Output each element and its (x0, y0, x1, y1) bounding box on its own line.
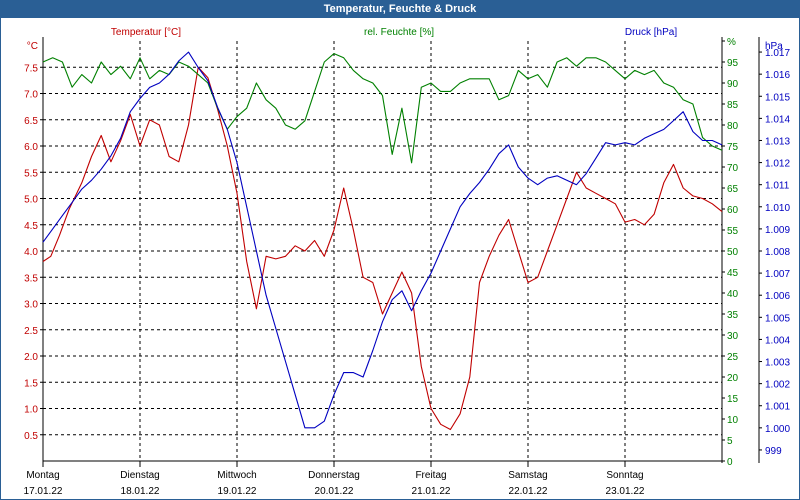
humidity-tick-label: 50 (727, 247, 739, 258)
pressure-tick-label: 1.000 (765, 424, 790, 435)
humidity-tick-label: 70 (727, 163, 739, 174)
pressure-tick-label: 1.003 (765, 358, 790, 369)
pressure-tick-label: 1.005 (765, 313, 790, 324)
pressure-tick-label: 1.008 (765, 247, 790, 258)
x-tick-label-day: Freitag (415, 470, 446, 481)
pressure-tick-label: 1.004 (765, 335, 790, 346)
temperature-series-label: Temperatur [°C] (111, 27, 181, 38)
window-title: Temperatur, Feuchte & Druck (1, 1, 799, 18)
x-tick-label-date: 23.01.22 (606, 486, 645, 497)
pressure-unit-label: hPa (765, 41, 783, 52)
pressure-tick-label: 1.001 (765, 402, 790, 413)
x-tick-label-date: 17.01.22 (24, 486, 63, 497)
x-tick-label-day: Donnerstag (308, 470, 360, 481)
temperature-tick-label: 6.5 (24, 116, 38, 127)
pressure-tick-label: 1.002 (765, 380, 790, 391)
x-tick-label-date: 21.01.22 (412, 486, 451, 497)
humidity-tick-label: 35 (727, 310, 739, 321)
pressure-tick-label: 1.012 (765, 159, 790, 170)
temperature-tick-label: 4.5 (24, 221, 38, 232)
humidity-tick-label: 10 (727, 415, 739, 426)
humidity-tick-label: 75 (727, 142, 739, 153)
x-tick-label-day: Mittwoch (217, 470, 256, 481)
temperature-tick-label: 1.5 (24, 378, 38, 389)
humidity-tick-label: 25 (727, 352, 739, 363)
humidity-tick-label: 20 (727, 373, 739, 384)
humidity-tick-label: 55 (727, 226, 739, 237)
x-tick-label-day: Montag (26, 470, 59, 481)
humidity-tick-label: 0 (727, 457, 733, 468)
temperature-tick-label: 4.0 (24, 247, 38, 258)
temperature-tick-label: 7.0 (24, 90, 38, 101)
temperature-tick-label: 7.5 (24, 63, 38, 74)
pressure-line (42, 51, 723, 429)
pressure-tick-label: 1.007 (765, 269, 790, 280)
pressure-tick-label: 1.015 (765, 92, 790, 103)
humidity-tick-label: 15 (727, 394, 739, 405)
pressure-tick-label: 1.009 (765, 225, 790, 236)
pressure-tick-label: 1.017 (765, 48, 790, 59)
temperature-line (42, 66, 723, 431)
temperature-tick-label: 5.5 (24, 168, 38, 179)
x-tick-label-date: 19.01.22 (218, 486, 257, 497)
humidity-tick-label: 80 (727, 121, 739, 132)
temperature-tick-label: 1.0 (24, 405, 38, 416)
temperature-tick-label: 5.0 (24, 195, 38, 206)
humidity-series-label: rel. Feuchte [%] (364, 27, 434, 38)
temperature-tick-label: 3.5 (24, 273, 38, 284)
temperature-tick-label: 2.0 (24, 352, 38, 363)
pressure-tick-label: 1.006 (765, 291, 790, 302)
humidity-tick-label: 45 (727, 268, 739, 279)
humidity-tick-label: 40 (727, 289, 739, 300)
humidity-tick-label: 95 (727, 58, 739, 69)
pressure-tick-label: 1.013 (765, 136, 790, 147)
pressure-series-label: Druck [hPa] (625, 27, 677, 38)
humidity-tick-label: 90 (727, 79, 739, 90)
temperature-tick-label: 0.5 (24, 431, 38, 442)
humidity-tick-label: 30 (727, 331, 739, 342)
pressure-tick-label: 1.011 (765, 181, 790, 192)
humidity-line (42, 53, 723, 164)
x-tick-label-date: 18.01.22 (121, 486, 160, 497)
temperature-tick-label: 6.0 (24, 142, 38, 153)
x-tick-label-day: Dienstag (120, 470, 159, 481)
humidity-tick-label: 5 (727, 436, 733, 447)
humidity-tick-label: 65 (727, 184, 739, 195)
temperature-tick-label: 3.0 (24, 300, 38, 311)
x-tick-label-date: 22.01.22 (509, 486, 548, 497)
pressure-tick-label: 1.014 (765, 114, 790, 125)
humidity-tick-label: 85 (727, 100, 739, 111)
x-tick-label-day: Samstag (508, 470, 547, 481)
temperature-tick-label: 2.5 (24, 326, 38, 337)
temperature-unit-label: °C (27, 41, 38, 52)
pressure-tick-label: 1.010 (765, 203, 790, 214)
pressure-tick-label: 999 (765, 446, 782, 457)
humidity-tick-label: % (727, 37, 736, 48)
x-tick-label-date: 20.01.22 (315, 486, 354, 497)
x-tick-label-day: Sonntag (606, 470, 643, 481)
pressure-tick-label: 1.016 (765, 70, 790, 81)
humidity-tick-label: 60 (727, 205, 739, 216)
